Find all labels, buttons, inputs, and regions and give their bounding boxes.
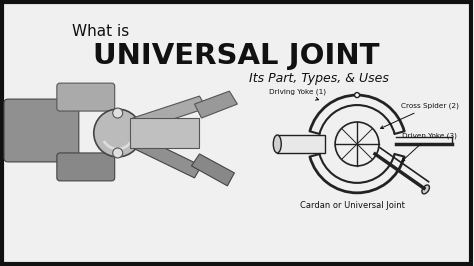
- Circle shape: [113, 108, 123, 118]
- Ellipse shape: [422, 185, 429, 194]
- Text: What is: What is: [72, 24, 129, 39]
- Circle shape: [94, 109, 142, 157]
- FancyBboxPatch shape: [277, 135, 325, 153]
- Circle shape: [335, 122, 379, 166]
- Polygon shape: [130, 118, 200, 148]
- Ellipse shape: [273, 135, 281, 153]
- Polygon shape: [133, 136, 201, 178]
- Polygon shape: [133, 96, 207, 130]
- Polygon shape: [8, 103, 75, 158]
- Polygon shape: [191, 154, 234, 186]
- FancyBboxPatch shape: [4, 99, 79, 162]
- FancyBboxPatch shape: [57, 153, 115, 181]
- Text: Cross Spider (2): Cross Spider (2): [381, 103, 459, 128]
- Text: Its Part, Types, & Uses: Its Part, Types, & Uses: [249, 72, 389, 85]
- FancyBboxPatch shape: [57, 83, 115, 111]
- Polygon shape: [194, 91, 237, 118]
- Text: Driven Yoke (3): Driven Yoke (3): [402, 133, 457, 161]
- Text: Driving Yoke (1): Driving Yoke (1): [269, 89, 326, 100]
- Text: UNIVERSAL JOINT: UNIVERSAL JOINT: [93, 42, 380, 70]
- Circle shape: [113, 148, 123, 158]
- Circle shape: [355, 93, 360, 98]
- Text: Cardan or Universal Joint: Cardan or Universal Joint: [300, 201, 404, 210]
